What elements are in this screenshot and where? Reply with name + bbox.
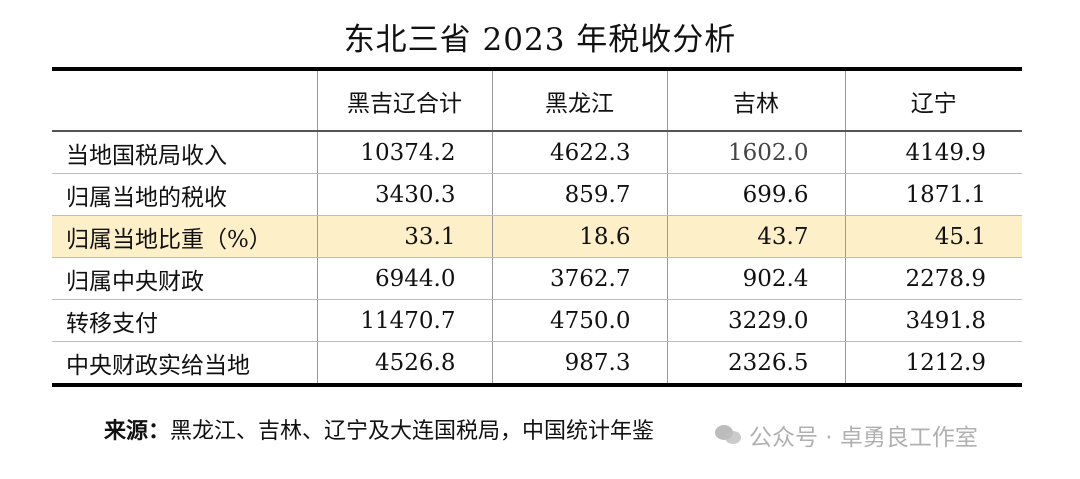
row-label: 归属中央财政	[52, 257, 318, 300]
column-header: 辽宁	[844, 67, 1022, 132]
table-cell: 4526.8	[316, 341, 493, 387]
row-label: 当地国税局收入	[52, 130, 318, 174]
table-cell: 1602.0	[666, 130, 846, 174]
row-label: 归属当地的税收	[52, 173, 318, 216]
table-row: 归属中央财政 6944.0 3762.7 902.4 2278.9	[52, 257, 1022, 300]
column-header: 黑吉辽合计	[316, 67, 493, 132]
source-label: 来源：	[104, 419, 171, 444]
table-cell: 2326.5	[666, 341, 846, 387]
row-label: 归属当地比重（%）	[52, 215, 318, 258]
row-label: 转移支付	[52, 299, 318, 342]
table-cell: 4149.9	[844, 130, 1022, 174]
watermark-text: 公众号 · 卓勇良工作室	[749, 425, 978, 451]
table-cell: 2278.9	[844, 257, 1022, 300]
table-cell: 18.6	[491, 215, 668, 258]
table-cell: 902.4	[666, 257, 846, 300]
table-cell: 987.3	[491, 341, 668, 387]
table-cell: 43.7	[666, 215, 846, 258]
watermark: 公众号 · 卓勇良工作室	[715, 418, 978, 452]
table-cell: 3229.0	[666, 299, 846, 342]
table-cell: 33.1	[316, 215, 493, 258]
table-cell: 6944.0	[316, 257, 493, 300]
table-header-row: 黑吉辽合计 黑龙江 吉林 辽宁	[52, 67, 1022, 132]
table-cell: 3430.3	[316, 173, 493, 216]
tax-table: 黑吉辽合计 黑龙江 吉林 辽宁 当地国税局收入 10374.2 4622.3 1…	[52, 67, 1022, 387]
table-cell: 4622.3	[491, 130, 668, 174]
column-header	[52, 67, 318, 132]
table-row: 中央财政实给当地 4526.8 987.3 2326.5 1212.9	[52, 341, 1022, 387]
table-row: 转移支付 11470.7 4750.0 3229.0 3491.8	[52, 299, 1022, 342]
page-title: 东北三省 2023 年税收分析	[343, 22, 737, 58]
table-cell: 3491.8	[844, 299, 1022, 342]
wechat-icon	[715, 423, 743, 447]
table-cell: 3762.7	[491, 257, 668, 300]
table-row: 当地国税局收入 10374.2 4622.3 1602.0 4149.9	[52, 130, 1022, 174]
source-text: 黑龙江、吉林、辽宁及大连国税局，中国统计年鉴	[170, 419, 655, 444]
table-cell: 1871.1	[844, 173, 1022, 216]
table-cell: 4750.0	[491, 299, 668, 342]
table-cell: 45.1	[844, 215, 1022, 258]
table-cell: 859.7	[491, 173, 668, 216]
tax-table-container: 黑吉辽合计 黑龙江 吉林 辽宁 当地国税局收入 10374.2 4622.3 1…	[52, 67, 1022, 387]
table-cell: 1212.9	[844, 341, 1022, 387]
row-label: 中央财政实给当地	[52, 341, 318, 387]
table-row-highlighted: 归属当地比重（%） 33.1 18.6 43.7 45.1	[52, 215, 1022, 258]
source-note: 来源：黑龙江、吉林、辽宁及大连国税局，中国统计年鉴	[104, 413, 654, 445]
table-cell: 11470.7	[316, 299, 493, 342]
table-cell: 10374.2	[316, 130, 493, 174]
column-header: 吉林	[666, 67, 846, 132]
column-header: 黑龙江	[491, 67, 668, 132]
table-cell: 699.6	[666, 173, 846, 216]
table-row: 归属当地的税收 3430.3 859.7 699.6 1871.1	[52, 173, 1022, 216]
